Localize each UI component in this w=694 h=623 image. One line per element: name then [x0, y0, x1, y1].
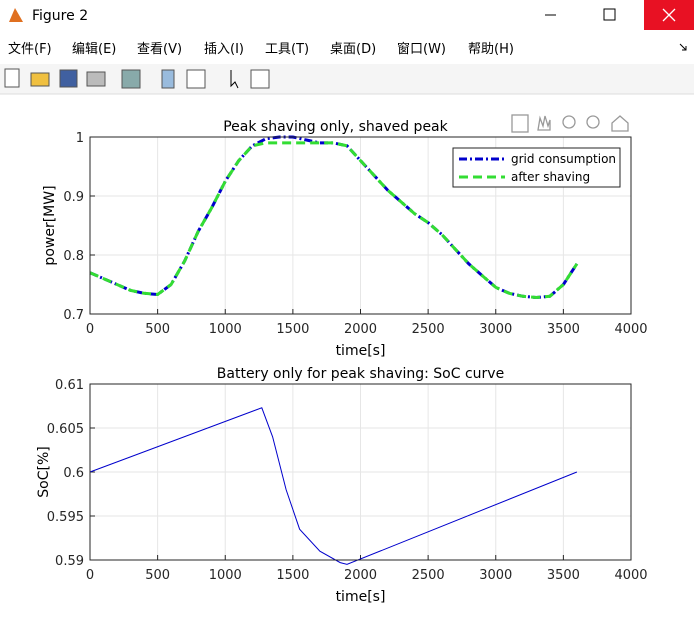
x-tick-label: 2000	[344, 568, 377, 583]
export-icon[interactable]	[511, 114, 529, 133]
series-line	[89, 141, 579, 300]
x-tick-label: 4000	[614, 322, 647, 337]
close-icon	[662, 8, 676, 22]
series-line	[89, 407, 578, 565]
new-icon[interactable]	[4, 68, 20, 88]
chart-title: Peak shaving only, shaved peak	[223, 119, 448, 135]
zoom-out-icon[interactable]	[586, 115, 600, 129]
menu-item[interactable]: 查看(V)	[137, 41, 182, 57]
y-tick-label: 0.605	[47, 422, 84, 437]
legend-box	[452, 147, 621, 188]
x-tick-label: 1000	[209, 568, 242, 583]
title-bar	[0, 0, 694, 30]
x-tick-label: 3000	[479, 322, 512, 337]
x-tick-label: 2000	[344, 322, 377, 337]
menu-item[interactable]: 帮助(H)	[468, 42, 514, 57]
menu-item[interactable]: 窗口(W)	[397, 41, 446, 57]
menu-item[interactable]: 编辑(E)	[72, 42, 116, 57]
y-axis-label: power[MW]	[42, 185, 58, 265]
axes-toolbar	[511, 114, 629, 133]
x-tick-label: 3000	[479, 568, 512, 583]
toolbar	[0, 64, 694, 94]
x-tick-label: 2500	[412, 322, 445, 337]
menu-item[interactable]: 工具(T)	[265, 42, 309, 57]
x-tick-label: 500	[145, 322, 170, 337]
x-tick-label: 1500	[276, 322, 309, 337]
y-tick-label: 0.6	[63, 466, 84, 481]
toolbar-icons	[4, 68, 270, 89]
maximize-button[interactable]	[603, 8, 616, 21]
y-tick-label: 0.9	[63, 190, 84, 205]
save-icon[interactable]	[59, 69, 78, 88]
x-tick-label: 0	[86, 322, 94, 337]
open-icon[interactable]	[30, 72, 50, 87]
y-tick-label: 0.8	[63, 249, 84, 264]
pan-icon[interactable]	[537, 115, 551, 131]
chart-title: Battery only for peak shaving: SoC curve	[217, 366, 504, 382]
y-tick-label: 0.59	[55, 554, 84, 569]
print-icon[interactable]	[86, 71, 106, 87]
legend-label: grid consumption	[511, 152, 616, 166]
y-tick-label: 1	[76, 131, 84, 146]
pointer-icon[interactable]	[230, 70, 239, 89]
y-tick-label: 0.61	[55, 378, 84, 393]
x-tick-label: 0	[86, 568, 94, 583]
menu-item[interactable]: 插入(I)	[204, 42, 244, 57]
property-icon[interactable]	[250, 69, 270, 89]
y-axis-label: SoC[%]	[36, 446, 52, 497]
x-tick-label: 1500	[276, 568, 309, 583]
axes-box	[89, 136, 632, 315]
app-icon	[9, 8, 23, 22]
x-axis-label: time[s]	[336, 589, 386, 605]
x-tick-label: 3500	[547, 322, 580, 337]
menu-item[interactable]: 文件(F)	[8, 42, 52, 57]
home-icon[interactable]	[611, 115, 629, 132]
menu-arrow[interactable]	[679, 43, 687, 51]
window-title: Figure 2	[32, 8, 88, 24]
x-tick-label: 500	[145, 568, 170, 583]
y-tick-label: 0.595	[47, 510, 84, 525]
x-tick-label: 2500	[412, 568, 445, 583]
x-axis-label: time[s]	[336, 343, 386, 359]
print-preview-icon[interactable]	[121, 69, 141, 89]
legend-icon[interactable]	[186, 69, 206, 89]
x-tick-label: 3500	[547, 568, 580, 583]
colorbar-icon[interactable]	[161, 69, 175, 89]
y-tick-label: 0.7	[63, 308, 84, 323]
axes-box	[89, 383, 632, 561]
x-tick-label: 1000	[209, 322, 242, 337]
zoom-in-icon[interactable]	[562, 115, 576, 129]
x-tick-label: 4000	[614, 568, 647, 583]
menu-item[interactable]: 桌面(D)	[330, 42, 376, 57]
legend-label: after shaving	[511, 170, 590, 184]
